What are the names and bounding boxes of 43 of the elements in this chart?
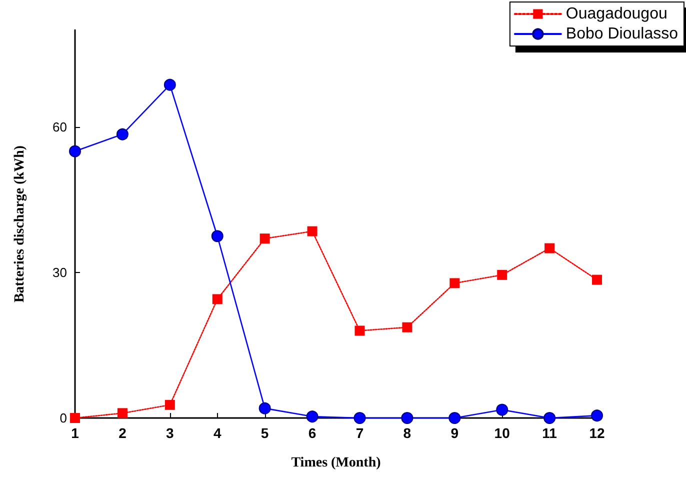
y-tick-label: 0 (60, 410, 67, 426)
x-tick-label: 4 (213, 425, 222, 441)
x-axis-title: Times (Month) (291, 456, 382, 470)
x-tick-label: 3 (166, 425, 174, 441)
point (212, 294, 222, 304)
legend-label: Ouagadougou (566, 6, 668, 22)
x-tick-label: 8 (403, 425, 412, 441)
x-tick-label: 7 (356, 425, 364, 441)
y-tick-label: 60 (52, 120, 67, 134)
x-tick-label: 1 (71, 425, 80, 441)
legend-label: Bobo Dioulasso (566, 26, 678, 42)
point (450, 278, 460, 288)
point (401, 412, 414, 424)
point (164, 78, 176, 91)
point (544, 243, 555, 254)
point (116, 128, 128, 140)
point (544, 412, 556, 424)
point (448, 412, 461, 424)
point (307, 226, 318, 236)
point (354, 412, 366, 424)
x-tick-label: 12 (589, 425, 605, 441)
point (260, 234, 270, 244)
point (117, 408, 128, 418)
point (69, 145, 81, 158)
point (70, 413, 80, 423)
point (497, 270, 508, 280)
point (402, 322, 412, 332)
x-tick-label: 6 (308, 425, 316, 441)
x-tick-label: 9 (450, 425, 459, 441)
point (258, 402, 271, 414)
x-tick-label: 11 (542, 425, 558, 441)
x-tick-label: 2 (118, 425, 127, 441)
y-tick-label: 30 (52, 265, 67, 280)
point (164, 400, 175, 410)
point (591, 410, 603, 422)
point (592, 274, 602, 285)
y-axis-title: Batteries discharge (kWh) (12, 145, 28, 303)
x-tick-label: 5 (260, 425, 269, 441)
point (496, 404, 508, 416)
point (211, 230, 224, 242)
x-tick-label: 10 (494, 425, 510, 441)
point (306, 410, 318, 423)
point (354, 326, 365, 336)
